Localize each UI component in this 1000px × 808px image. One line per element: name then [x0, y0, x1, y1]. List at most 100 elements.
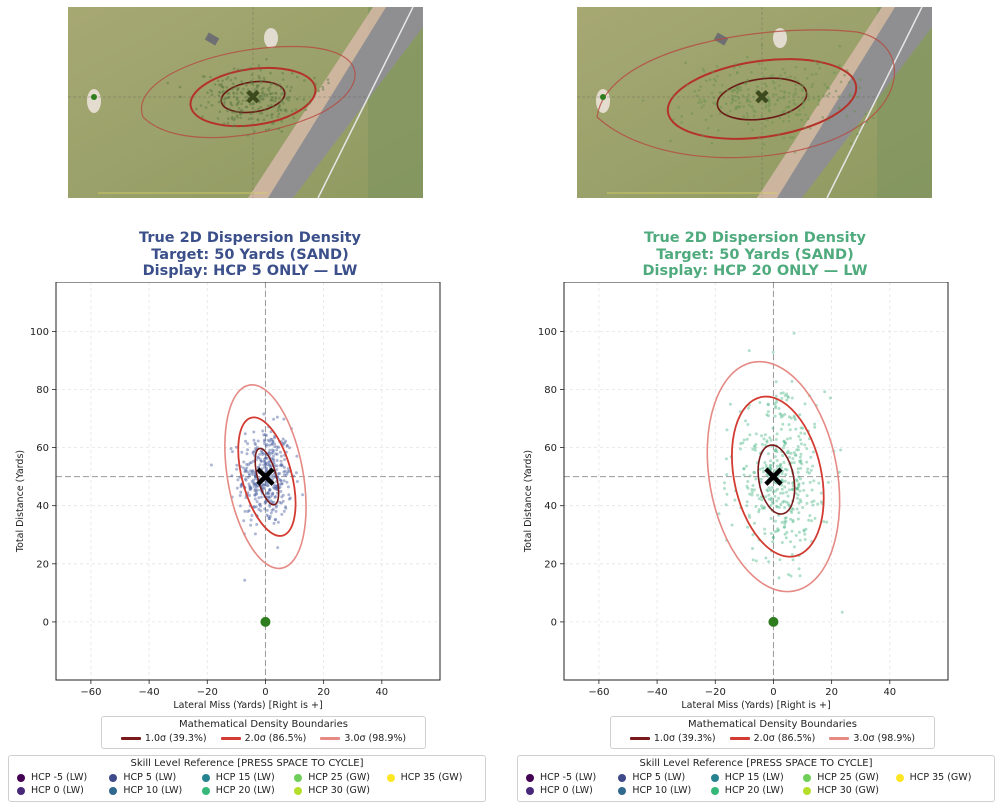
shot-point [728, 402, 732, 406]
aerial-shot-point [227, 95, 230, 99]
shot-point [784, 473, 788, 477]
legend-2sigma: 2.0σ (86.5%) [729, 733, 815, 744]
tee-marker [260, 616, 271, 627]
shot-point [771, 535, 775, 539]
aerial-shot-point [724, 102, 728, 105]
aerial-shot-point [290, 86, 293, 89]
y-tick-label: 20 [36, 559, 49, 570]
shot-point [786, 394, 790, 398]
shot-point [760, 504, 763, 508]
shot-point [251, 450, 255, 454]
shot-point [246, 448, 249, 452]
shot-point [767, 493, 771, 497]
shot-point [769, 498, 773, 502]
title-line-2: Target: 50 Yards (SAND) [151, 246, 349, 263]
shot-point [268, 443, 272, 447]
chart-title-right: True 2D Dispersion Density Target: 50 Ya… [505, 230, 1000, 280]
shot-point [771, 490, 775, 494]
shot-point [769, 504, 773, 507]
shot-point [253, 493, 257, 497]
shot-point [245, 470, 249, 474]
shot-point [263, 460, 267, 464]
aerial-shot-point [222, 122, 226, 125]
shot-point [779, 413, 783, 417]
legend-1sigma: 1.0σ (39.3%) [120, 733, 207, 744]
aerial-shot-point [257, 107, 260, 110]
y-tick-label: 60 [544, 443, 557, 454]
aerial-shot-point [247, 117, 251, 121]
shot-point [725, 428, 729, 432]
aerial-shot-point [241, 99, 245, 102]
shot-point [264, 467, 268, 471]
shot-point [756, 493, 760, 497]
shot-point [766, 402, 770, 406]
shot-point [786, 396, 790, 399]
shot-point [235, 486, 239, 490]
shot-point [786, 449, 790, 453]
shot-point [244, 439, 248, 443]
shot-point [779, 391, 783, 395]
shot-point [747, 349, 751, 353]
shot-point [273, 442, 277, 446]
shot-point [773, 494, 777, 498]
shot-point [273, 495, 277, 499]
shot-point [807, 518, 811, 522]
aerial-shot-point [216, 79, 220, 83]
shot-point [774, 447, 778, 451]
shot-point [280, 482, 284, 486]
aerial-shot-point [837, 95, 841, 98]
shot-point [779, 502, 783, 506]
shot-point [754, 443, 758, 447]
aerial-shot-point [712, 83, 716, 87]
shot-point [251, 469, 255, 473]
shot-point [272, 483, 276, 487]
aerial-shot-point [219, 83, 223, 87]
shot-point [273, 518, 277, 522]
shot-point [271, 451, 275, 455]
shot-point [262, 433, 266, 437]
shot-point [779, 462, 783, 466]
aerial-shot-point [738, 64, 741, 68]
shot-point [798, 489, 802, 493]
shot-point [775, 505, 779, 509]
shot-point [263, 462, 267, 466]
shot-point [759, 480, 763, 484]
aerial-shot-point [845, 114, 849, 118]
shot-point [769, 459, 773, 463]
aerial-shot-point [226, 121, 230, 125]
aerial-shot-point [731, 99, 734, 103]
aerial-shot-point [242, 124, 245, 128]
aerial-shot-point [813, 59, 817, 63]
x-axis-label: Lateral Miss (Yards) [Right is +] [681, 700, 830, 711]
dispersion-plot-left: −60 −40 −20 0 20 40 0 20 40 60 80 100 Lateral Miss (… [15, 282, 441, 711]
aerial-shot-point [303, 79, 306, 82]
shot-point [263, 507, 267, 511]
shot-point [785, 398, 789, 402]
shot-point [284, 505, 287, 509]
aerial-shot-point [827, 87, 830, 90]
shot-point [782, 440, 786, 444]
shot-point [783, 520, 787, 524]
aerial-shot-point [756, 85, 759, 88]
shot-point [763, 532, 767, 536]
shot-point [263, 465, 267, 469]
aerial-shot-point [240, 80, 243, 83]
shot-point [762, 505, 766, 509]
shot-point [786, 494, 790, 498]
aerial-shot-point [232, 67, 236, 70]
shot-point [267, 517, 271, 520]
shot-point [754, 432, 758, 436]
shot-point [791, 558, 795, 562]
shot-point [789, 540, 793, 544]
aerial-shot-point [804, 126, 807, 130]
aerial-shot-point [695, 94, 699, 98]
shot-point [782, 443, 786, 447]
aerial-shot-point [235, 96, 239, 99]
density-legend-right: Mathematical Density Boundaries 1.0σ (39… [610, 716, 935, 749]
aerial-shot-point [766, 118, 769, 122]
aerial-shot-point [782, 96, 786, 100]
shot-point [798, 498, 802, 502]
shot-point [253, 493, 257, 497]
shot-point [281, 493, 285, 497]
shot-point [730, 523, 734, 527]
